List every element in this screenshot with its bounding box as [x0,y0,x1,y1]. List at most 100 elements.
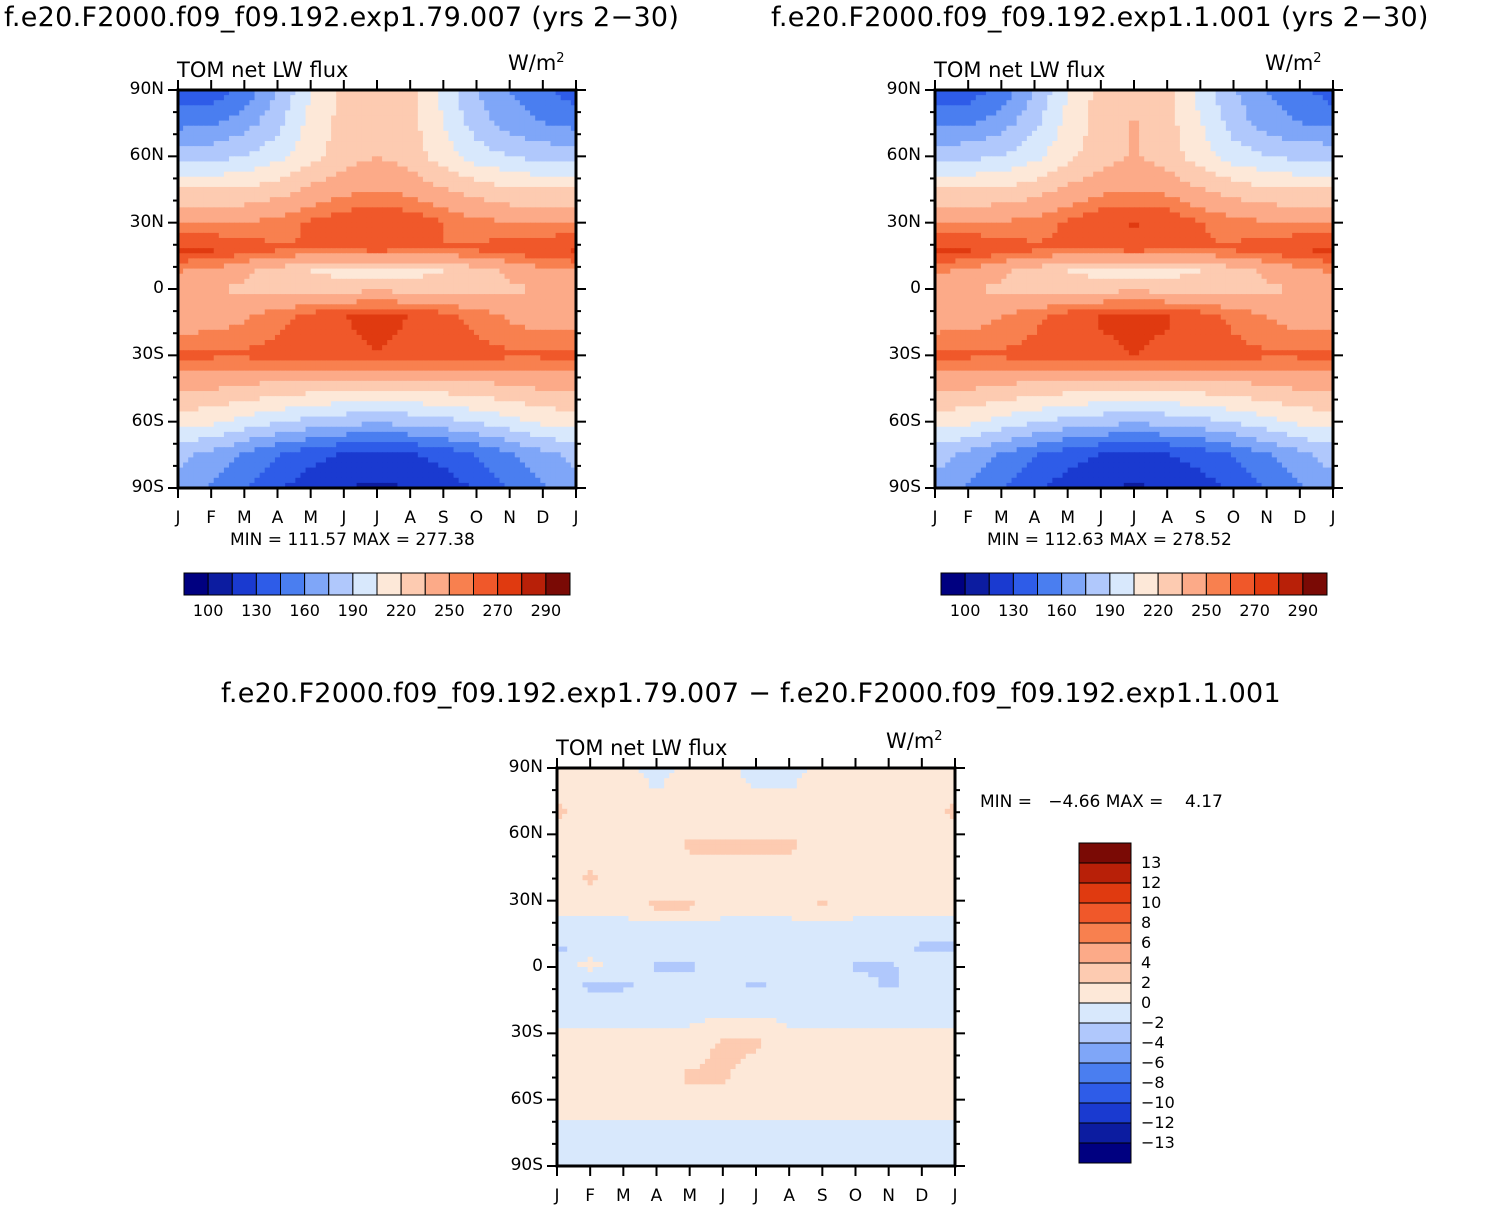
left-field-cell [239,329,245,336]
left-field-cell [565,232,572,239]
left-field-cell [234,391,240,397]
left-field-cell [428,299,434,305]
left-field-cell [377,385,383,392]
left-field-cell [377,314,383,321]
left-field-cell [428,176,434,183]
left-field-cell [509,258,516,265]
left-field-cell [331,176,337,183]
left-field-cell [234,130,240,137]
left-field-cell [213,411,220,418]
left-field-cell [351,309,358,316]
left-field-cell [331,319,337,326]
left-field-cell [402,222,409,229]
left-field-cell [463,340,470,346]
left-field-cell [555,401,562,407]
left-field-cell [382,212,388,219]
left-field-cell [560,100,567,106]
left-field-cell [458,365,465,372]
left-field-cell [269,232,276,239]
left-field-cell [428,146,434,152]
left-field-cell [519,90,526,96]
left-field-cell [479,299,485,305]
left-field-cell [264,243,271,249]
left-field-cell [397,248,404,254]
left-field-cell [392,350,399,356]
left-field-cell [249,360,256,367]
left-field-cell [392,304,399,311]
left-field-cell [351,391,358,397]
left-field-cell [254,125,261,132]
left-field-cell [213,100,220,106]
left-field-cell [530,406,536,413]
left-field-cell [484,207,490,214]
left-field-cell [448,202,455,208]
left-field-cell [545,263,552,270]
left-field-cell [331,243,337,249]
left-field-cell [208,166,215,173]
left-field-cell [264,176,271,183]
left-field-cell [183,391,189,397]
left-field-cell [264,273,271,280]
left-field-cell [198,197,205,203]
left-field-cell [188,334,194,341]
left-field-cell [565,370,572,377]
left-field-cell [422,268,429,275]
left-field-cell [203,146,210,152]
left-field-cell [570,365,577,372]
left-field-cell [183,268,189,275]
left-field-cell [264,334,271,341]
left-field-cell [346,258,353,265]
left-field-cell [422,95,429,101]
left-field-cell [254,278,261,285]
left-field-cell [448,401,455,407]
left-field-cell [422,161,429,168]
left-field-cell [377,192,383,198]
left-field-cell [325,130,332,137]
left-field-cell [397,375,404,382]
left-field-cell [244,355,251,362]
left-field-cell [397,329,404,336]
left-field-cell [417,161,424,168]
left-field-cell [524,248,531,254]
left-field-cell [371,258,378,265]
left-field-cell [514,192,521,198]
left-field-cell [494,217,501,224]
left-field-cell [494,314,501,321]
left-field-cell [540,237,546,244]
left-field-cell [494,289,501,295]
left-field-cell [407,350,414,356]
left-field-cell [397,355,404,362]
left-field-cell [325,156,332,163]
left-field-cell [305,197,312,203]
left-field-cell [249,350,256,356]
left-field-cell [336,401,342,407]
left-field-cell [366,176,373,183]
left-field-cell [198,141,205,147]
left-field-cell [524,345,531,351]
left-field-cell [331,232,337,239]
left-field-cell [433,105,439,112]
left-field-cell [382,380,388,387]
left-field-cell [392,411,399,418]
left-field-cell [530,125,536,132]
left-field-cell [234,186,240,193]
left-field-cell [479,365,485,372]
left-field-cell [570,171,577,178]
left-field-cell [392,212,399,219]
left-field-cell [188,156,194,163]
left-field-cell [535,380,541,387]
left-field-cell [519,120,526,127]
left-field-cell [274,365,281,372]
left-field-cell [443,283,450,290]
left-field-cell [540,309,546,316]
left-field-cell [463,350,470,356]
left-field-cell [468,299,475,305]
left-field-cell [208,237,215,244]
left-field-cell [290,222,296,229]
left-field-cell [208,161,215,168]
left-field-cell [412,156,419,163]
left-field-cell [524,360,531,367]
left-field-cell [331,370,337,377]
left-field-cell [218,401,225,407]
left-field-cell [295,340,302,346]
